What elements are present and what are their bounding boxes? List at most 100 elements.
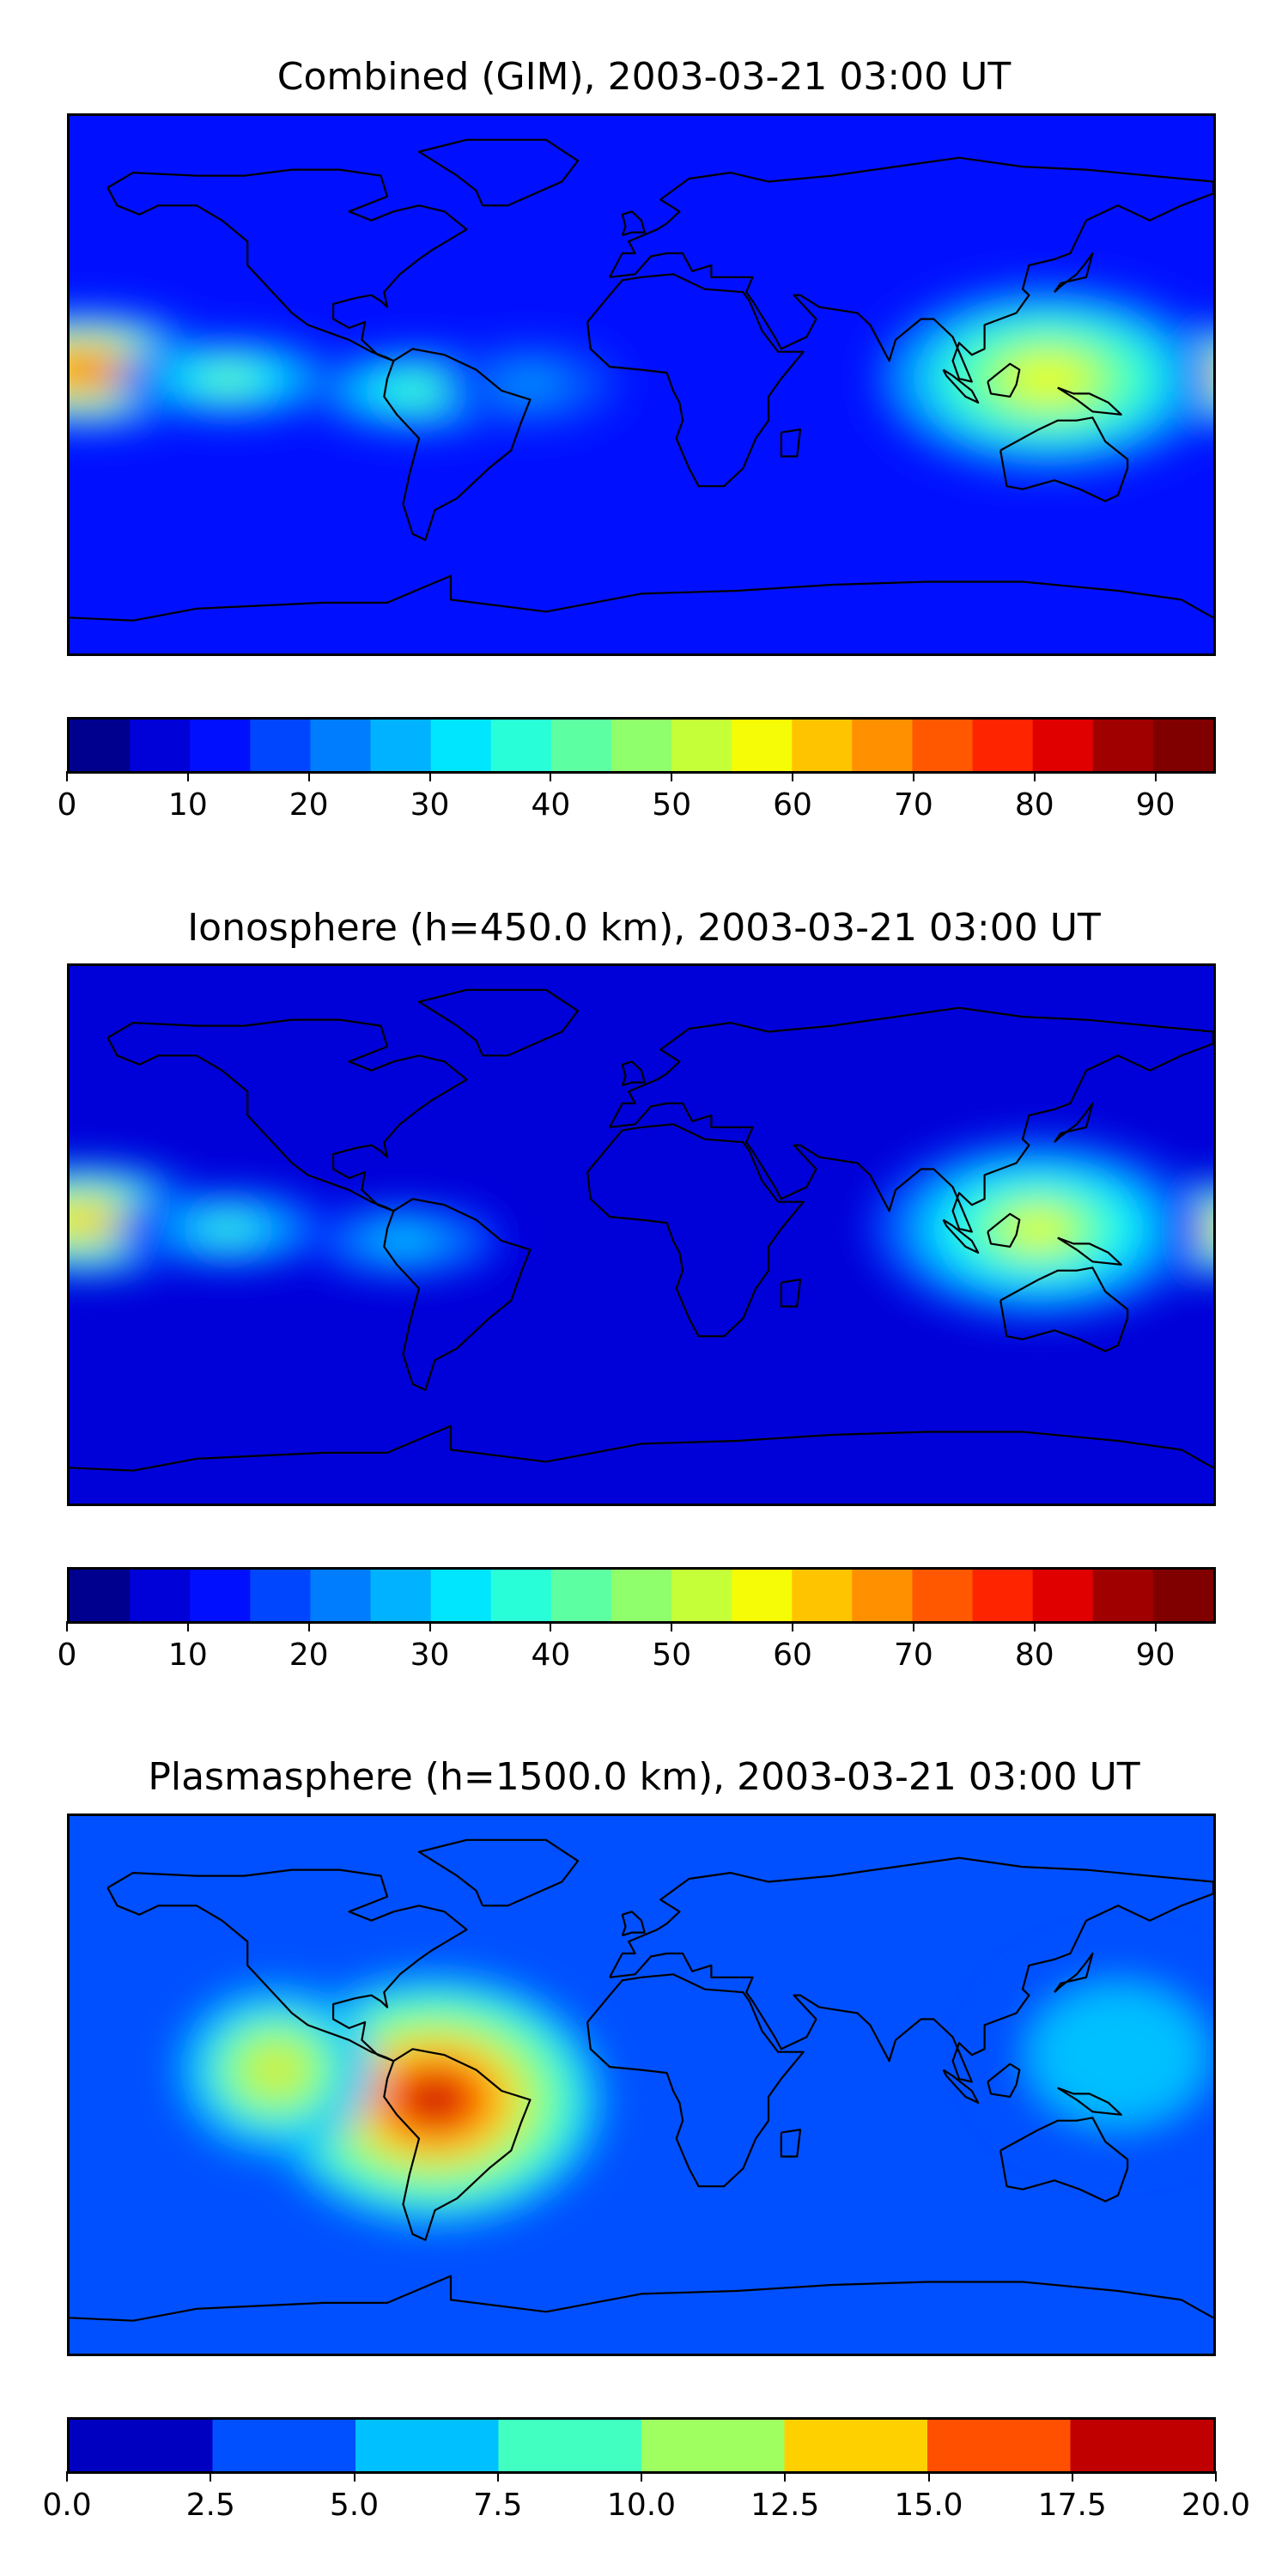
coastline-7 <box>942 368 980 404</box>
colorbar-tick-label: 20.0 <box>1181 2488 1251 2523</box>
colorbar-tick-label: 90 <box>1135 787 1176 823</box>
colorbar-tick <box>792 771 794 781</box>
field-contour-4-5 <box>209 1221 248 1236</box>
colorbar-segment <box>550 1570 612 1621</box>
coastline-5 <box>999 2117 1129 2202</box>
colorbar-combined <box>67 717 1216 774</box>
coastline-8 <box>1054 252 1094 293</box>
colorbar-segment <box>927 2420 1071 2471</box>
colorbar-tick <box>307 771 310 781</box>
coastline-4 <box>586 1973 805 2188</box>
colorbar-ticks-combined: 0 10 20 30 40 50 60 70 80 90 <box>58 771 1216 823</box>
colorbar-tick <box>66 2471 68 2482</box>
field-contour-0-5 <box>70 1210 108 1230</box>
coastline-3 <box>609 156 1213 383</box>
colorbar-segment <box>490 1570 552 1621</box>
colorbar-tick-label: 0 <box>57 1637 77 1673</box>
colorbar-tick-label: 17.5 <box>1037 2488 1107 2523</box>
colorbar-segment <box>972 720 1034 771</box>
colorbar-tick <box>186 1621 189 1631</box>
field-contour-0-5 <box>406 2079 464 2121</box>
colorbar-tick-label: 7.5 <box>473 2488 523 2523</box>
colorbar-segment <box>355 2420 499 2471</box>
coastline-8 <box>1054 1102 1094 1143</box>
colorbar-tick <box>784 2471 787 2482</box>
colorbar-segment <box>130 1570 191 1621</box>
colorbar-segment <box>310 720 372 771</box>
colorbar-segment <box>912 1570 974 1621</box>
colorbar-segment <box>70 720 131 771</box>
colorbar-segment <box>70 2420 213 2471</box>
colorbar-segment <box>430 1570 492 1621</box>
colorbar-tick-label: 70 <box>893 1637 933 1673</box>
colorbar-segment <box>1092 720 1154 771</box>
coastline-3 <box>609 1006 1213 1233</box>
coastline-5 <box>999 416 1129 502</box>
colorbar-tick-label: 0 <box>57 787 77 823</box>
panel-title-combined: Combined (GIM), 2003-03-21 03:00 UT <box>276 55 1012 99</box>
colorbar-segment <box>212 2420 356 2471</box>
coastline-1 <box>383 2048 532 2241</box>
colorbar-segment <box>784 2420 928 2471</box>
colorbar-segment <box>611 720 672 771</box>
colorbar-tick-label: 12.5 <box>750 2488 820 2523</box>
coastline-0 <box>106 168 468 362</box>
colorbar-tick <box>1215 2471 1217 2482</box>
coastline-12 <box>780 2129 802 2158</box>
coastline-6 <box>70 1425 1213 1472</box>
colorbar-tick <box>66 771 68 781</box>
colorbar-segment <box>130 720 191 771</box>
colorbar-tick-label: 10.0 <box>606 2488 677 2523</box>
colorbar-tick-label: 50 <box>652 787 692 823</box>
coastline-9 <box>621 1060 646 1087</box>
colorbar-tick-label: 5.0 <box>329 2488 380 2523</box>
coastline-4 <box>586 1123 805 1338</box>
colorbar-tick-label: 60 <box>773 787 812 823</box>
colorbar-tick <box>550 771 552 781</box>
colorbar-tick-label: 90 <box>1135 1637 1176 1673</box>
colorbar-tick-label: 40 <box>531 787 571 823</box>
field-contour-2-5 <box>1019 363 1077 394</box>
colorbar-segment <box>250 1570 311 1621</box>
colorbar-svg-combined <box>70 720 1213 771</box>
field-contour-4-5 <box>209 371 248 386</box>
colorbar-segment <box>1032 1570 1094 1621</box>
colorbar-tick <box>1071 2471 1073 2482</box>
colorbar-segment <box>190 1570 251 1621</box>
colorbar-tick-label: 80 <box>1014 1637 1054 1673</box>
colorbar-segment <box>498 2420 642 2471</box>
coastlines <box>70 1838 1213 2322</box>
field-contour-2-5 <box>1010 1213 1067 1244</box>
colorbar-tick-label: 15.0 <box>894 2488 963 2523</box>
colorbar-tick-label: 0.0 <box>42 2488 92 2523</box>
panel-title-plasmasphere: Plasmasphere (h=1500.0 km), 2003-03-21 0… <box>148 1755 1140 1799</box>
coastline-5 <box>999 1267 1129 1352</box>
colorbar-segment <box>370 720 432 771</box>
colorbar-segment <box>550 720 612 771</box>
colorbar-tick <box>1154 1621 1157 1631</box>
colorbar-tick <box>1033 771 1036 781</box>
coastline-12 <box>780 1279 802 1308</box>
colorbar-tick-label: 10 <box>167 1637 208 1673</box>
colorbar-segment <box>671 1570 732 1621</box>
map-combined <box>67 113 1216 656</box>
colorbar-segment <box>641 2420 785 2471</box>
coastline-10 <box>987 362 1021 398</box>
colorbar-segment <box>190 720 251 771</box>
coastline-12 <box>780 428 802 458</box>
coastline-11 <box>1057 386 1122 416</box>
field-contour-1-5 <box>259 2056 293 2084</box>
colorbar-tick <box>353 2471 355 2482</box>
coastline-11 <box>1057 1236 1122 1266</box>
colorbar-ionosphere <box>67 1567 1216 1624</box>
coastline-2 <box>417 138 580 207</box>
colorbar-segment <box>852 1570 913 1621</box>
colorbar-svg-ionosphere <box>70 1570 1213 1621</box>
colorbar-tick-label: 2.5 <box>185 2488 235 2523</box>
coastline-0 <box>106 1868 468 2063</box>
coastline-0 <box>106 1018 468 1212</box>
colorbar-segment <box>792 1570 853 1621</box>
colorbar-plasmasphere <box>67 2417 1216 2474</box>
coastline-4 <box>586 273 805 488</box>
colorbar-segment <box>792 720 853 771</box>
